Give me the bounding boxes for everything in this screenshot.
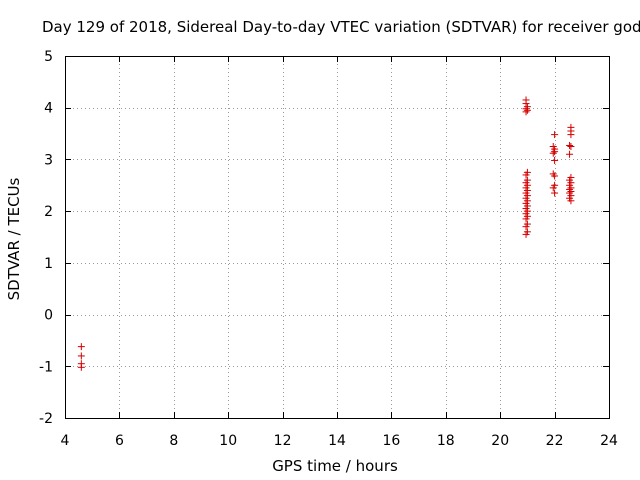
data-point <box>566 150 574 158</box>
x-tick-label: 16 <box>382 433 400 449</box>
grid-layer <box>65 56 609 418</box>
data-point <box>551 131 559 139</box>
y-tick-label: 5 <box>44 49 53 65</box>
x-tick-label: 20 <box>491 433 509 449</box>
x-tick-label: 4 <box>61 433 70 449</box>
x-tick-label: 24 <box>600 433 618 449</box>
y-tick-label: 4 <box>44 101 53 117</box>
data-point <box>567 143 575 150</box>
data-point <box>549 149 557 157</box>
y-axis-label: SDTVAR / TECUs <box>5 177 23 300</box>
y-tick-label: 2 <box>44 204 53 220</box>
y-tick-label: 0 <box>44 308 53 324</box>
y-tick-label: -1 <box>39 359 53 375</box>
data-point <box>551 148 559 156</box>
x-tick-label: 22 <box>546 433 564 449</box>
x-tick-label: 14 <box>328 433 346 449</box>
data-point <box>549 184 557 192</box>
point-layer <box>77 96 575 371</box>
data-point <box>567 197 575 205</box>
data-point <box>522 215 530 223</box>
x-tick-label: 8 <box>169 433 178 449</box>
x-tick-label: 18 <box>437 433 455 449</box>
data-point <box>551 189 559 197</box>
data-point <box>522 230 530 238</box>
data-point <box>551 172 559 180</box>
x-tick-label: 10 <box>219 433 237 449</box>
data-point <box>567 131 575 139</box>
x-tick-label: 6 <box>115 433 124 449</box>
data-point <box>77 343 85 351</box>
data-point <box>77 352 85 360</box>
data-point <box>551 156 559 164</box>
data-point <box>566 141 574 149</box>
x-axis-label: GPS time / hours <box>272 457 398 475</box>
data-point <box>522 223 530 231</box>
y-tick-label: 3 <box>44 152 53 168</box>
y-tick-label: 1 <box>44 256 53 272</box>
data-point <box>522 171 530 179</box>
x-tick-label: 12 <box>274 433 292 449</box>
y-tick-label: -2 <box>39 411 53 427</box>
data-point <box>522 108 530 116</box>
chart-title: Day 129 of 2018, Sidereal Day-to-day VTE… <box>42 18 640 36</box>
data-point <box>523 106 531 114</box>
data-point <box>77 363 85 371</box>
